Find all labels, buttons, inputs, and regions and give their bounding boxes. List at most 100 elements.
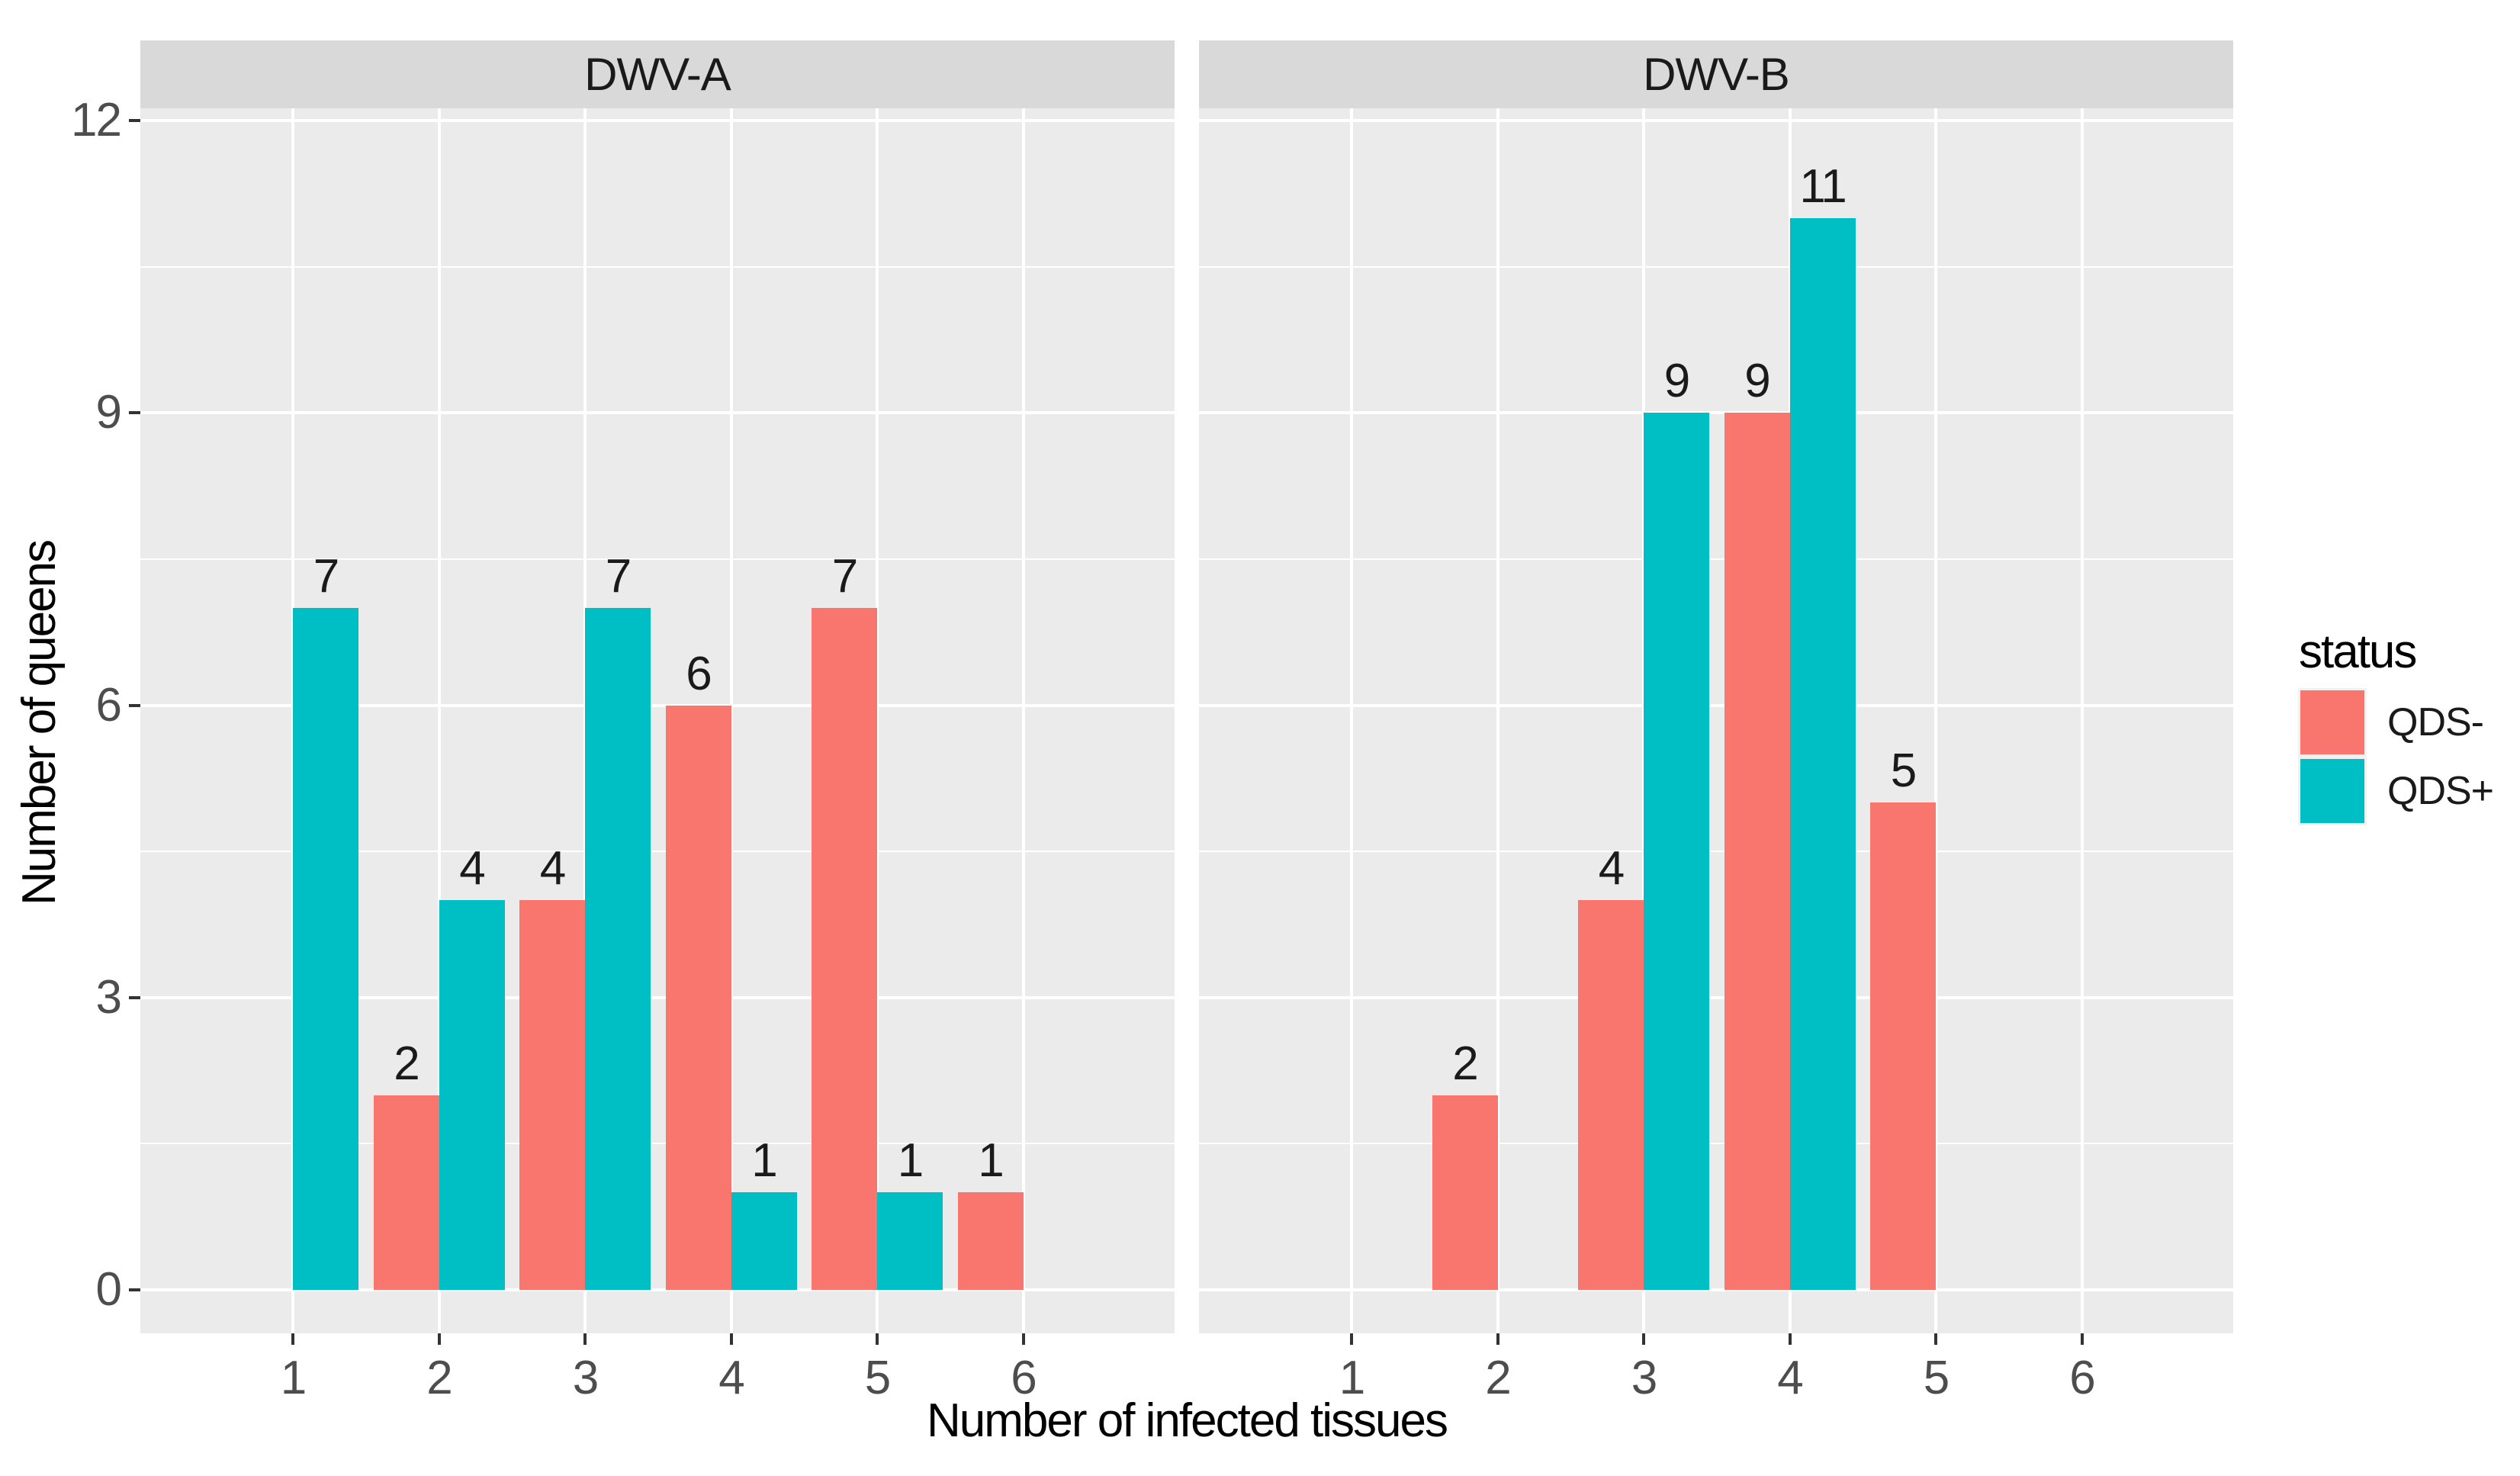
facet-strip-label: DWV-B — [1643, 49, 1790, 100]
gridline-minor-y — [140, 1143, 1175, 1145]
x-tick-label: 4 — [1777, 1352, 1803, 1404]
gridline-major-x — [437, 108, 441, 1333]
bar-value-label: 4 — [1598, 842, 1625, 895]
x-tick-label: 1 — [280, 1352, 307, 1404]
facet-strip: DWV-B — [1199, 40, 2233, 108]
gridline-major-x — [2080, 108, 2084, 1333]
bar-value-label: 1 — [751, 1134, 777, 1188]
x-axis-tick — [1021, 1333, 1025, 1345]
facet-strip: DWV-A — [140, 40, 1175, 108]
bar-qds-plus — [731, 1192, 797, 1290]
gridline-major-y — [1199, 119, 2233, 122]
gridline-major-y — [140, 995, 1175, 999]
gridline-major-x — [729, 108, 733, 1333]
y-tick-label: 12 — [71, 94, 122, 146]
y-axis-tick — [129, 1288, 140, 1291]
legend-title: status — [2299, 625, 2417, 678]
bar-value-label: 7 — [831, 549, 858, 603]
x-axis-title: Number of infected tissues — [926, 1394, 1448, 1447]
bar-qds-minus — [812, 607, 877, 1290]
x-axis-tick — [876, 1333, 879, 1345]
bar-qds-minus — [1724, 413, 1790, 1290]
legend-item-label: QDS+ — [2387, 769, 2494, 813]
gridline-major-y — [1199, 1288, 2233, 1291]
x-axis-tick — [437, 1333, 441, 1345]
x-axis-tick — [1934, 1333, 1937, 1345]
bar-value-label: 6 — [686, 647, 712, 700]
gridline-major-y — [1199, 411, 2233, 415]
bar-qds-minus — [373, 1095, 439, 1290]
bar-value-label: 7 — [605, 549, 632, 603]
y-tick-label: 6 — [95, 678, 122, 732]
x-tick-label: 2 — [426, 1352, 452, 1404]
bar-qds-plus — [1789, 217, 1856, 1290]
bar-qds-minus — [1578, 900, 1644, 1290]
gridline-minor-y — [140, 851, 1175, 853]
y-tick-label: 0 — [95, 1263, 122, 1316]
bar-qds-minus — [1870, 802, 1936, 1290]
gridline-major-y — [1199, 703, 2233, 707]
y-tick-label: 3 — [95, 970, 122, 1024]
legend-key-qds-plus — [2300, 759, 2364, 823]
x-axis-tick — [1642, 1333, 1645, 1345]
gridline-minor-y — [1199, 558, 2233, 560]
bar-qds-minus — [957, 1192, 1024, 1290]
bar-qds-plus — [585, 607, 651, 1290]
bar-value-label: 2 — [1452, 1037, 1478, 1090]
x-tick-label: 6 — [1011, 1352, 1037, 1404]
x-tick-label: 6 — [2069, 1352, 2095, 1404]
x-axis-tick — [2080, 1333, 2084, 1345]
bar-qds-minus — [665, 705, 731, 1290]
facet-panel — [1199, 108, 2233, 1333]
gridline-minor-y — [1199, 265, 2233, 268]
y-axis-tick — [129, 703, 140, 707]
x-tick-label: 2 — [1485, 1352, 1511, 1404]
x-tick-label: 4 — [718, 1352, 744, 1404]
gridline-minor-y — [1199, 1143, 2233, 1145]
y-tick-label: 9 — [95, 386, 122, 439]
x-tick-label: 3 — [1631, 1352, 1657, 1404]
x-axis-tick — [729, 1333, 733, 1345]
x-tick-label: 5 — [1923, 1352, 1949, 1404]
gridline-major-y — [140, 119, 1175, 122]
gridline-major-y — [1199, 995, 2233, 999]
bar-value-label: 9 — [1663, 355, 1690, 408]
x-axis-tick — [291, 1333, 294, 1345]
gridline-major-x — [1934, 108, 1937, 1333]
bar-qds-plus — [293, 607, 358, 1290]
gridline-major-y — [140, 1288, 1175, 1291]
x-axis-tick — [583, 1333, 587, 1345]
bar-qds-plus — [877, 1192, 943, 1290]
legend-key-qds-minus — [2300, 690, 2364, 754]
x-axis-tick — [1350, 1333, 1353, 1345]
gridline-major-x — [1496, 108, 1499, 1333]
x-axis-tick — [1788, 1333, 1792, 1345]
y-axis-tick — [129, 119, 140, 122]
y-axis-tick — [129, 411, 140, 415]
x-tick-label: 5 — [864, 1352, 891, 1404]
gridline-major-x — [1350, 108, 1353, 1333]
gridline-major-x — [876, 108, 879, 1333]
y-axis-tick — [129, 995, 140, 999]
x-axis-tick — [1496, 1333, 1499, 1345]
bar-value-label: 11 — [1799, 159, 1847, 213]
y-axis-title: Number of queens — [13, 540, 66, 906]
bar-qds-plus — [1644, 413, 1709, 1290]
gridline-minor-y — [140, 265, 1175, 268]
facet-panel — [140, 108, 1175, 1333]
bar-value-label: 2 — [394, 1037, 419, 1090]
gridline-minor-y — [140, 558, 1175, 560]
gridline-major-y — [140, 703, 1175, 707]
bar-qds-minus — [519, 900, 585, 1290]
bar-value-label: 7 — [313, 549, 339, 603]
bar-value-label: 5 — [1890, 744, 1917, 798]
gridline-major-x — [1021, 108, 1025, 1333]
bar-value-label: 4 — [459, 842, 485, 895]
gridline-minor-y — [1199, 851, 2233, 853]
bar-value-label: 4 — [539, 842, 566, 895]
bar-qds-plus — [439, 900, 505, 1290]
legend-item-label: QDS- — [2387, 700, 2484, 744]
x-tick-label: 3 — [572, 1352, 599, 1404]
bar-qds-minus — [1432, 1095, 1498, 1290]
